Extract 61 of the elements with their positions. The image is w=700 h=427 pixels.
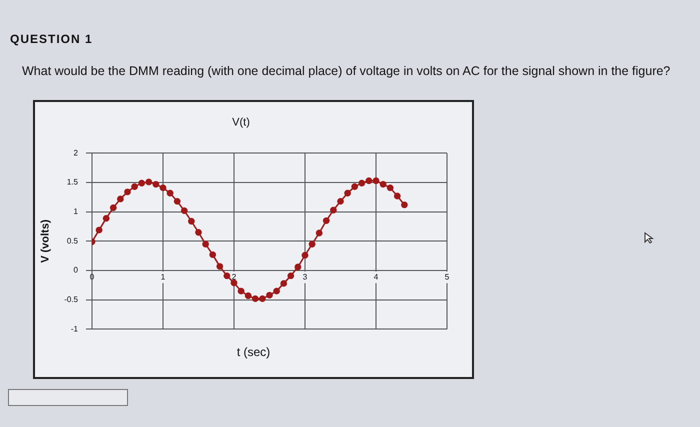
point — [224, 272, 230, 280]
y-tick-label: 1 — [74, 207, 79, 216]
x-tick-label: 3 — [302, 272, 308, 282]
point — [394, 192, 401, 200]
x-tick-label: 2 — [232, 272, 237, 282]
y-tick-label: 1.5 — [66, 178, 79, 187]
point — [244, 292, 252, 300]
point — [138, 180, 146, 186]
point — [131, 183, 138, 190]
point — [195, 229, 202, 236]
y-tick-label: 2 — [74, 148, 79, 158]
point — [124, 188, 131, 196]
y-axis-title: V (volts) — [40, 219, 52, 263]
point — [358, 180, 366, 186]
x-tick-label: 4 — [374, 272, 379, 282]
point — [238, 288, 244, 294]
point — [372, 177, 380, 184]
point — [337, 198, 344, 205]
point — [294, 264, 302, 270]
point — [316, 230, 323, 236]
point — [401, 201, 408, 208]
point — [202, 240, 209, 248]
point — [102, 214, 110, 222]
point — [322, 217, 330, 224]
point — [209, 251, 216, 258]
x-tick-label: 5 — [444, 272, 450, 282]
point — [174, 198, 181, 205]
point — [160, 184, 166, 192]
point — [280, 280, 288, 287]
point — [145, 178, 152, 186]
point — [216, 263, 224, 270]
point — [188, 218, 195, 225]
point — [117, 196, 124, 202]
text: QUESTION 1 — [10, 32, 93, 46]
point — [308, 240, 316, 248]
y-tick-label: 0 — [74, 266, 79, 275]
point — [366, 177, 372, 184]
point — [252, 295, 259, 302]
point — [259, 295, 266, 302]
y-tick-label: 0.5 — [66, 236, 79, 246]
x-axis-title: t (sec) — [236, 345, 272, 359]
point — [380, 180, 386, 188]
point — [180, 207, 188, 214]
point — [330, 206, 337, 214]
point — [386, 184, 394, 192]
point — [152, 180, 160, 188]
text: What would be the DMM reading (with one decimal place) of voltage in volts on AC for the signal shown in the figure? — [22, 64, 670, 78]
point — [302, 252, 308, 259]
x-tick-label: 1 — [160, 272, 166, 282]
point — [344, 190, 351, 196]
y-tick-label: -0.5 — [64, 295, 79, 304]
point — [230, 280, 238, 286]
point — [96, 226, 102, 234]
y-tick-label: -1 — [70, 324, 79, 334]
point — [266, 292, 273, 299]
point — [287, 272, 294, 280]
point — [166, 190, 174, 196]
point — [273, 288, 280, 294]
point — [110, 204, 117, 212]
chart-title: V(t) — [232, 116, 250, 129]
point — [351, 183, 358, 190]
